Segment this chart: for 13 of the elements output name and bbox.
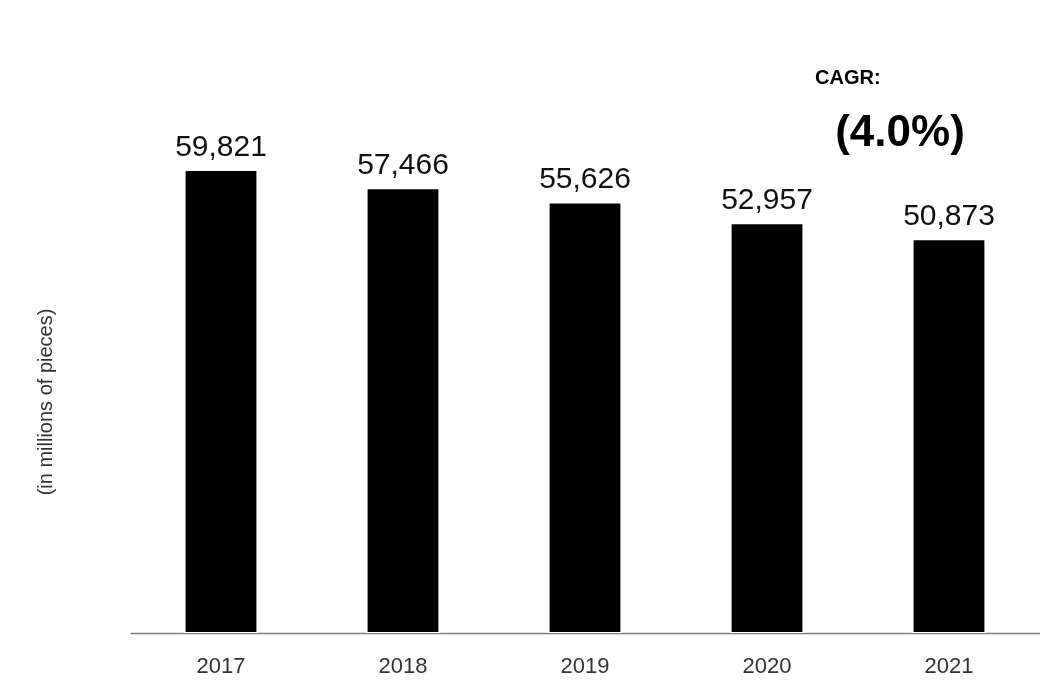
- y-axis-title: (in millions of pieces): [33, 308, 56, 496]
- data-label: 57,466: [357, 147, 449, 181]
- text: (4.0%): [835, 106, 965, 155]
- x-tick-label: 2019: [560, 652, 610, 678]
- x-tick-label: 2017: [196, 652, 246, 678]
- x-tick-label: 2020: [742, 652, 792, 678]
- data-label: 50,873: [903, 198, 995, 232]
- text: CAGR:: [815, 66, 881, 88]
- x-tick-label: 2021: [924, 652, 974, 678]
- data-label: 55,626: [539, 161, 631, 195]
- data-label: 52,957: [721, 182, 813, 216]
- x-tick-label: 2018: [378, 652, 428, 678]
- data-label: 59,821: [175, 129, 267, 162]
